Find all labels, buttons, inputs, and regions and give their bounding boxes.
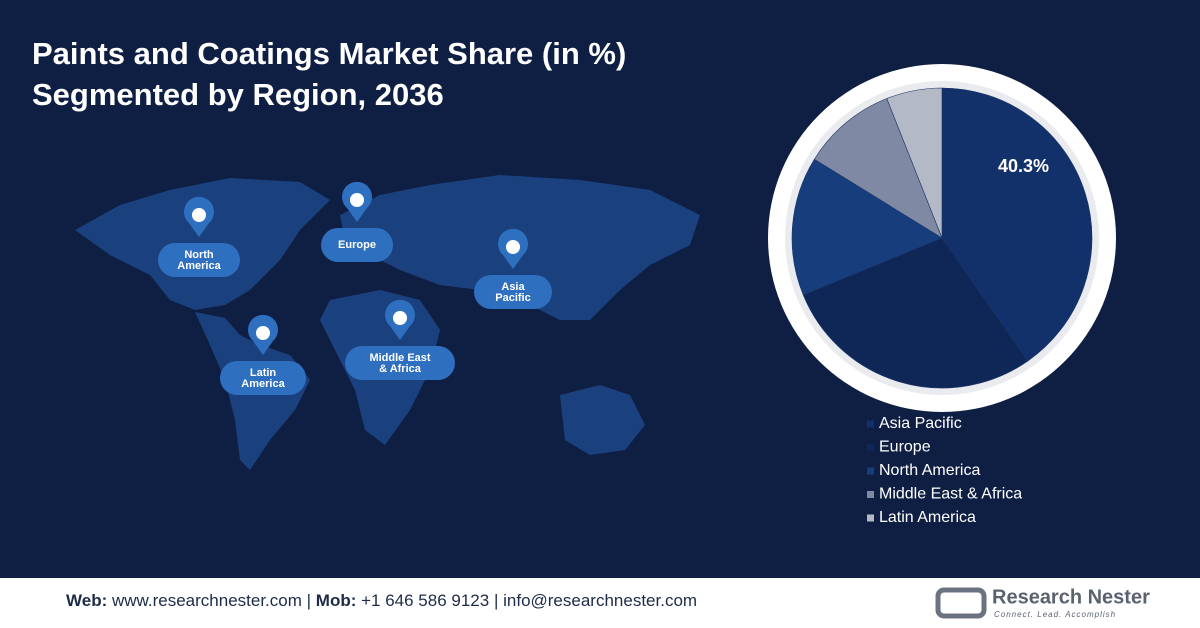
legend-swatch: [867, 514, 874, 522]
footer-band: [0, 578, 1200, 628]
pin-dot: [192, 208, 206, 222]
legend-label: North America: [879, 462, 980, 479]
separator: |: [307, 591, 311, 610]
pin-label: Middle East: [369, 352, 430, 364]
pin-label-bg: [220, 361, 306, 395]
pie-slice: [886, 87, 943, 239]
pin-label: Asia: [501, 281, 525, 293]
logo-icon: [935, 587, 987, 619]
pie-slice: [941, 87, 1093, 362]
pin-label: America: [177, 260, 221, 272]
pin-label: Latin: [250, 367, 277, 379]
pin: Middle East& Africa: [345, 299, 455, 380]
pin: Europe: [321, 181, 393, 262]
title: Segmented by Region, 2036: [32, 77, 444, 112]
legend-label: Middle East & Africa: [879, 486, 1022, 503]
pin-label: Europe: [338, 239, 376, 251]
pie-slice: [791, 158, 943, 296]
pin-label: America: [241, 378, 285, 390]
legend-swatch: [867, 467, 874, 475]
logo-tagline: Connect. Lead. Accomplish: [994, 610, 1116, 619]
pin-label-bg: [321, 228, 393, 262]
pie: 40.3%: [791, 87, 1093, 389]
logo-name: Research Nester: [992, 586, 1150, 608]
pin-label-bg: [345, 346, 455, 380]
pin-label: & Africa: [379, 363, 422, 375]
footer-contact: Web: www.researchnester.com | Mob: +1 64…: [66, 591, 697, 610]
web: www.researchnester.com: [111, 591, 302, 610]
title: Paints and Coatings Market Share (in %): [32, 36, 626, 71]
legend-label: Europe: [879, 439, 931, 456]
pin-dot: [506, 240, 520, 254]
pin-label-bg: [158, 243, 240, 277]
legend-swatch: [867, 444, 874, 451]
pin-label-bg: [474, 275, 552, 309]
pin-label: Pacific: [495, 292, 530, 304]
pin-dot: [256, 326, 270, 340]
mob: +1 646 586 9123: [361, 591, 489, 610]
pin-label: North: [184, 249, 214, 261]
legend-label: Latin America: [879, 509, 976, 526]
legend: Asia Pacific Europe North America Middle Ea…: [867, 415, 1022, 526]
web-label: Web:: [66, 591, 107, 610]
map-pins: NorthAmericaEuropeAsiaPacificLatinAmeric…: [158, 181, 552, 395]
pie-slice: [813, 98, 943, 239]
legend-swatch: [867, 420, 874, 428]
separator: |: [494, 591, 498, 610]
pin-dot: [393, 311, 407, 325]
legend-swatch: [867, 491, 874, 498]
legend-label: Asia Pacific: [879, 415, 962, 432]
email: info@researchnester.com: [503, 591, 697, 610]
pin-dot: [350, 193, 364, 207]
mob-label: Mob:: [316, 591, 357, 610]
pie-slice: [802, 237, 1029, 389]
data-label: 40.3%: [998, 156, 1049, 176]
